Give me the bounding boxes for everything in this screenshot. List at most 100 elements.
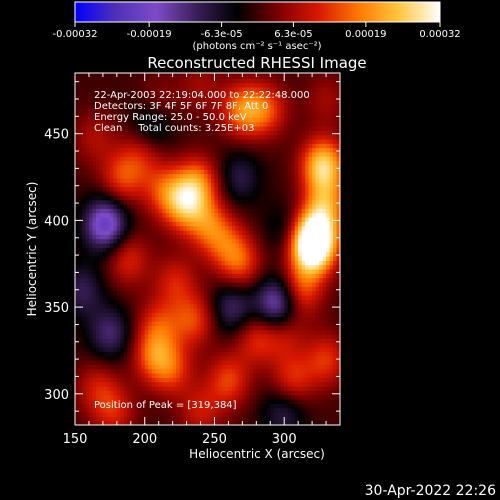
- heatmap-cell: [183, 242, 188, 248]
- heatmap-cell: [141, 247, 146, 253]
- heatmap-cell: [287, 173, 292, 179]
- heatmap-cell: [263, 281, 268, 287]
- heatmap-cell: [280, 234, 285, 240]
- heatmap-cell: [176, 351, 181, 357]
- heatmap-cell: [123, 403, 128, 409]
- heatmap-cell: [252, 333, 257, 339]
- heatmap-cell: [294, 320, 299, 326]
- heatmap-cell: [228, 273, 233, 279]
- heatmap-cell: [298, 234, 303, 240]
- heatmap-cell: [270, 286, 275, 292]
- heatmap-cell: [169, 368, 174, 374]
- heatmap-cell: [315, 195, 320, 201]
- heatmap-cell: [235, 398, 240, 404]
- heatmap-cell: [92, 247, 97, 253]
- heatmap-cell: [155, 281, 160, 287]
- heatmap-cell: [284, 177, 289, 183]
- heatmap-cell: [308, 260, 313, 266]
- heatmap-cell: [207, 364, 212, 370]
- heatmap-cell: [186, 372, 191, 378]
- heatmap-cell: [106, 407, 111, 413]
- heatmap-cell: [176, 398, 181, 404]
- heatmap-cell: [148, 199, 153, 205]
- heatmap-cell: [200, 377, 205, 383]
- heatmap-cell: [273, 416, 278, 422]
- heatmap-cell: [287, 368, 292, 374]
- heatmap-cell: [120, 364, 125, 370]
- heatmap-cell: [273, 242, 278, 248]
- heatmap-cell: [221, 182, 226, 188]
- heatmap-cell: [134, 398, 139, 404]
- heatmap-cell: [322, 286, 327, 292]
- heatmap-cell: [336, 216, 340, 222]
- heatmap-cell: [92, 169, 97, 175]
- heatmap-cell: [238, 381, 243, 387]
- heatmap-cell: [165, 403, 170, 409]
- heatmap-cell: [92, 390, 97, 396]
- heatmap-cell: [88, 303, 94, 309]
- heatmap-cell: [312, 420, 317, 425]
- heatmap-cell: [235, 216, 240, 222]
- heatmap-cell: [252, 359, 257, 365]
- heatmap-cell: [242, 177, 247, 183]
- heatmap-cell: [333, 294, 338, 300]
- heatmap-cell: [249, 195, 254, 201]
- heatmap-cell: [333, 299, 338, 305]
- heatmap-cell: [134, 351, 139, 357]
- heatmap-cell: [305, 394, 310, 400]
- heatmap-cell: [322, 377, 327, 383]
- heatmap-cell: [210, 390, 216, 396]
- heatmap-cell: [106, 294, 111, 300]
- heatmap-cell: [85, 351, 90, 357]
- heatmap-cell: [291, 407, 296, 413]
- heatmap-cell: [92, 212, 97, 218]
- heatmap-cell: [308, 394, 313, 400]
- heatmap-cell: [273, 277, 278, 283]
- heatmap-cell: [190, 143, 195, 149]
- heatmap-cell: [336, 151, 340, 157]
- heatmap-cell: [280, 398, 285, 404]
- heatmap-cell: [137, 151, 142, 157]
- heatmap-cell: [116, 221, 121, 227]
- heatmap-cell: [256, 216, 261, 222]
- heatmap-cell: [95, 277, 101, 283]
- heatmap-cell: [315, 143, 320, 149]
- heatmap-cell: [238, 294, 243, 300]
- heatmap-cell: [190, 333, 195, 339]
- heatmap-cell: [88, 416, 94, 422]
- heatmap-cell: [144, 182, 149, 188]
- heatmap-cell: [298, 368, 303, 374]
- heatmap-cell: [183, 225, 188, 231]
- heatmap-cell: [151, 307, 156, 313]
- heatmap-cell: [235, 307, 240, 313]
- heatmap-cell: [263, 173, 268, 179]
- heatmap-cell: [319, 229, 324, 235]
- heatmap-cell: [207, 312, 212, 318]
- heatmap-cell: [186, 346, 191, 352]
- heatmap-cell: [137, 186, 142, 192]
- heatmap-cell: [204, 394, 209, 400]
- heatmap-cell: [172, 312, 177, 318]
- heatmap-cell: [158, 234, 163, 240]
- heatmap-cell: [210, 359, 216, 365]
- heatmap-cell: [315, 307, 320, 313]
- heatmap-cell: [329, 346, 334, 352]
- heatmap-cell: [312, 164, 317, 170]
- heatmap-cell: [102, 359, 107, 365]
- heatmap-cell: [158, 346, 163, 352]
- heatmap-cell: [263, 403, 268, 409]
- heatmap-cell: [193, 169, 198, 175]
- heatmap-cell: [151, 221, 156, 227]
- heatmap-cell: [221, 255, 226, 261]
- heatmap-cell: [155, 238, 160, 244]
- heatmap-cell: [210, 299, 216, 305]
- heatmap-cell: [256, 277, 261, 283]
- heatmap-cell: [179, 303, 184, 309]
- heatmap-cell: [315, 286, 320, 292]
- heatmap-cell: [200, 169, 205, 175]
- heatmap-cell: [291, 195, 296, 201]
- heatmap-cell: [284, 169, 289, 175]
- heatmap-cell: [123, 169, 128, 175]
- heatmap-cell: [134, 346, 139, 352]
- heatmap-cell: [336, 203, 340, 209]
